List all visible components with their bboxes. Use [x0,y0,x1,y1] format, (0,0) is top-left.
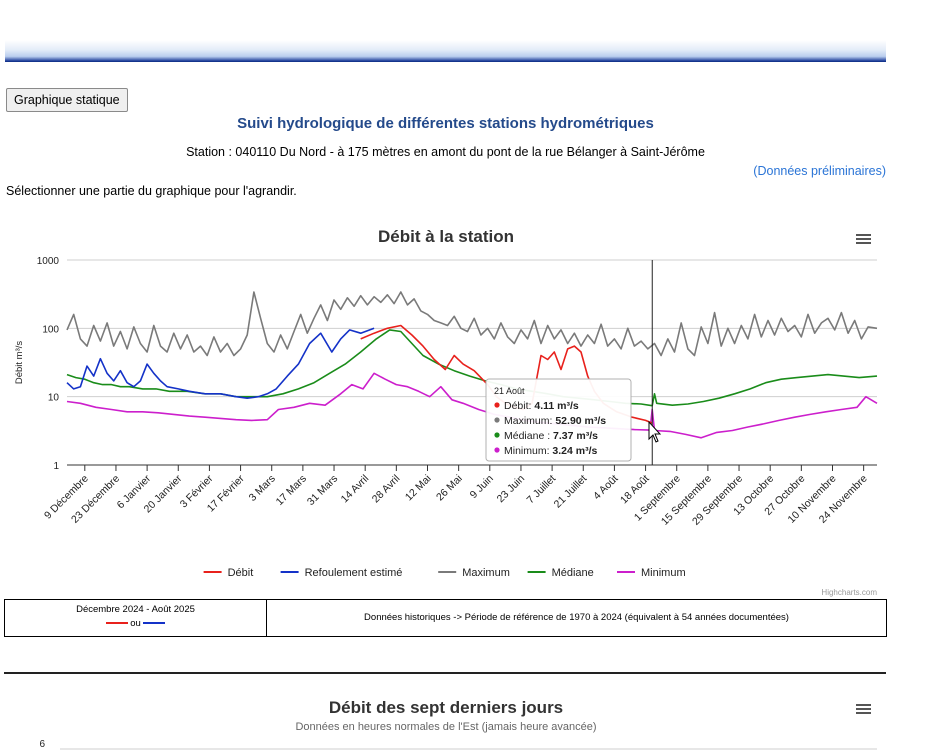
period-legend-table: Décembre 2024 - Août 2025 ou Données his… [4,599,887,637]
y-tick-label: 10 [48,393,60,404]
x-tick-label: 9 Juin [468,473,496,501]
chart-menu-bar [856,708,871,710]
debit-swatch [105,622,128,625]
tooltip-dot-mediane [494,432,500,438]
zoom-hint: Sélectionner une partie du graphique pou… [6,184,297,198]
chart-menu-bar [856,712,871,714]
legend-item-refoulement[interactable]: Refoulement estimé [280,567,403,579]
y-tick-label: 100 [42,324,59,335]
mouse-cursor-icon [648,420,662,443]
legend-label: Débit [228,567,254,579]
x-tick-label: 31 Mars [305,473,340,508]
tooltip-row-label: Minimum: [504,445,552,457]
refoulement-swatch [143,622,166,625]
legend-item-maximum[interactable]: Maximum [438,567,510,579]
section-separator [4,672,886,674]
legend-label: Médiane [552,567,594,579]
x-tick-label: 14 Avril [339,473,372,506]
y-tick-label: 1 [53,461,59,472]
period-cell: Décembre 2024 - Août 2025 ou [5,600,267,636]
tooltip: 21 Août Débit: 4.11 m³/s Maximum: 52.90 m³… [485,378,632,462]
chart-menu-bar [856,242,871,244]
series-line-mediane [66,329,878,407]
chart-title: Débit des sept derniers jours [329,698,563,717]
x-tick-label: 23 Juin [495,473,528,506]
chart-menu-icon[interactable] [856,704,871,714]
seven-day-chart[interactable]: Débit des sept derniers jours Données en … [0,672,892,750]
tooltip-dot-minimum [494,447,500,453]
chart-menu-bar [856,238,871,240]
legend-item-minimum[interactable]: Minimum [617,567,686,579]
tooltip-row-value: 4.11 m³/s [534,400,579,412]
legend-label: Minimum [641,567,686,579]
chart-title: Débit à la station [378,227,514,246]
period-label: Décembre 2024 - Août 2025 [76,604,195,615]
x-tick-label: 21 Juillet [552,473,590,511]
chart-legend: Débit Refoulement estimé Maximum Médiane Min… [203,567,686,579]
tooltip-row-value: 52.90 m³/s [555,415,606,427]
tooltip-row-mediane: Médiane : 7.37 m³/s [504,430,598,442]
tooltip-date: 21 Août [494,386,525,396]
static-chart-button[interactable]: Graphique statique [6,88,128,112]
y-tick-label: 6 [39,739,45,750]
y-tick-label: 1000 [37,256,60,267]
tooltip-row-debit: Débit: 4.11 m³/s [504,400,579,412]
tooltip-dot-debit [494,402,500,408]
chart-subtitle: Données en heures normales de l'Est (jam… [295,721,596,733]
flow-chart[interactable]: Débit à la station 1 10 100 1000 Débit m³/s 9 … [0,215,892,615]
series-line-refoulement [66,327,375,399]
or-label: ou [130,618,141,629]
tooltip-row-value: 3.24 m³/s [552,445,597,457]
credits-link: Highcharts.com [821,588,877,597]
tooltip-dot-maximum [494,417,500,423]
tooltip-row-label: Maximum: [504,415,555,427]
historical-cell: Données historiques -> Période de référe… [364,612,789,623]
chart-menu-icon[interactable] [856,234,871,244]
x-tick-label: 12 Mai [403,473,434,504]
tooltip-row-maximum: Maximum: 52.90 m³/s [504,415,606,427]
y-axis-title: Débit m³/s [14,341,25,385]
legend-label: Maximum [462,567,510,579]
chart-menu-bar [856,704,871,706]
x-tick-label: 17 Mars [274,473,309,508]
header-banner [5,40,886,62]
legend-label: Refoulement estimé [305,567,403,579]
series-line-maximum [66,291,878,357]
tooltip-row-minimum: Minimum: 3.24 m³/s [504,445,598,457]
legend-item-debit[interactable]: Débit [203,567,254,579]
page-title: Suivi hydrologique de différentes statio… [237,115,654,132]
x-tick-label: 4 Août [591,473,621,503]
chart-menu-bar [856,234,871,236]
tooltip-row-label: Médiane : [504,430,553,442]
period-swatches: ou [5,618,266,629]
legend-item-mediane[interactable]: Médiane [527,567,594,579]
x-tick-label: 28 Avril [370,473,403,506]
tooltip-row-label: Débit: [504,400,534,412]
station-description: Station : 040110 Du Nord - à 175 mètres … [186,145,705,159]
tooltip-box [485,378,632,462]
tooltip-row-value: 7.37 m³/s [553,430,598,442]
series-line-minimum [66,372,878,439]
preliminary-data-link[interactable]: (Données préliminaires) [753,164,886,178]
x-tick-label: 26 Mai [434,473,465,504]
